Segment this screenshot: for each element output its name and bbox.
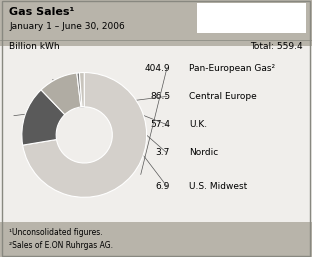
Text: ²Sales of E.ON Ruhrgas AG.: ²Sales of E.ON Ruhrgas AG.: [9, 241, 113, 250]
FancyBboxPatch shape: [0, 0, 312, 46]
Text: Pan-European Gas²: Pan-European Gas²: [189, 63, 275, 73]
Text: Nordic: Nordic: [189, 148, 218, 158]
Text: 57.4: 57.4: [150, 120, 170, 129]
Text: ¹Unconsolidated figures.: ¹Unconsolidated figures.: [9, 228, 103, 237]
Wedge shape: [23, 72, 147, 197]
Text: U.K.: U.K.: [189, 120, 207, 129]
FancyBboxPatch shape: [0, 222, 312, 257]
Text: Gas Sales¹: Gas Sales¹: [9, 7, 75, 16]
Text: January 1 – June 30, 2006: January 1 – June 30, 2006: [9, 22, 125, 32]
Text: 86.5: 86.5: [150, 92, 170, 101]
Text: 3.7: 3.7: [156, 148, 170, 158]
FancyBboxPatch shape: [197, 3, 306, 33]
Text: 6.9: 6.9: [156, 182, 170, 191]
Wedge shape: [41, 73, 81, 115]
Wedge shape: [77, 73, 82, 107]
Text: Total: 559.4: Total: 559.4: [250, 42, 303, 51]
Text: Billion kWh: Billion kWh: [9, 42, 60, 51]
Text: U.S. Midwest: U.S. Midwest: [189, 182, 247, 191]
Text: 404.9: 404.9: [144, 63, 170, 73]
Wedge shape: [22, 90, 65, 145]
Text: Central Europe: Central Europe: [189, 92, 256, 101]
Wedge shape: [80, 72, 84, 107]
